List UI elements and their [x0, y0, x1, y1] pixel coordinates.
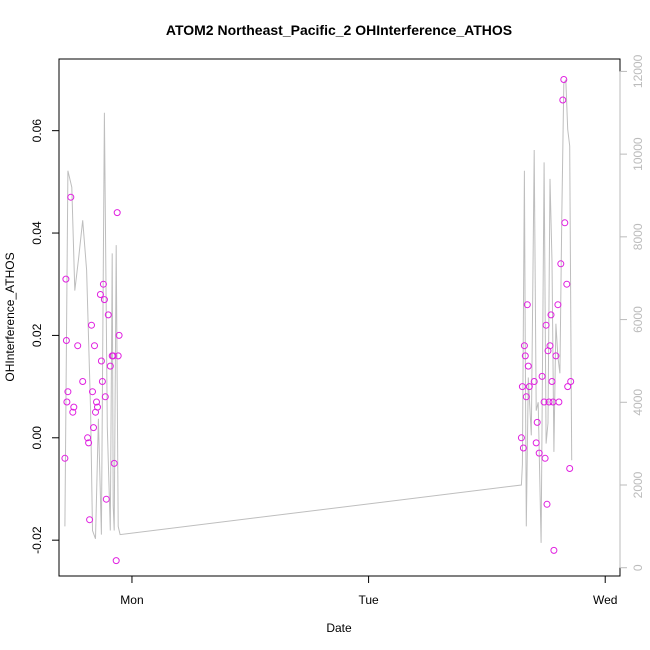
data-point [560, 76, 568, 83]
data-point [524, 362, 532, 370]
data-point [550, 546, 558, 554]
data-point [517, 434, 525, 442]
chart-title: ATOM2 Northeast_Pacific_2 OHInterference… [166, 22, 512, 38]
data-point [115, 331, 123, 339]
data-point [64, 388, 72, 396]
data-point [557, 260, 565, 268]
data-point [61, 454, 69, 462]
data-point [70, 403, 78, 411]
right-tick-label: 8000 [631, 223, 645, 250]
data-point [98, 378, 106, 385]
data-point [86, 516, 94, 524]
y-axis-label: OHInterference_ATHOS [3, 252, 17, 381]
bottom-tick-label: Tue [358, 593, 379, 607]
data-point [541, 454, 549, 462]
data-point [88, 321, 95, 329]
data-point [559, 96, 567, 104]
right-tick-label: 10000 [631, 137, 645, 171]
data-point [525, 383, 533, 391]
data-point [535, 449, 543, 457]
data-point [74, 342, 82, 350]
data-point [521, 352, 529, 360]
data-point [62, 337, 70, 344]
data-point [567, 378, 575, 385]
data-point [96, 291, 104, 298]
data-point [555, 398, 563, 406]
data-point [101, 393, 109, 401]
right-tick-label: 0 [631, 564, 645, 571]
secondary-series-line [64, 79, 573, 543]
data-point [112, 557, 120, 565]
data-point [109, 352, 117, 360]
data-point [520, 342, 528, 350]
data-point [104, 311, 112, 319]
bottom-tick-label: Mon [120, 593, 143, 607]
data-point [91, 342, 98, 350]
data-point [538, 372, 546, 380]
right-tick-label: 12000 [631, 54, 645, 88]
left-tick-label: 0.00 [30, 426, 44, 450]
left-tick-label: 0.06 [30, 119, 44, 143]
bottom-tick-label: Wed [593, 593, 617, 607]
data-point [530, 378, 538, 385]
data-point [100, 296, 108, 304]
data-point [79, 378, 87, 385]
data-point [110, 459, 118, 467]
right-tick-label: 2000 [631, 471, 645, 498]
data-point [522, 393, 530, 401]
data-point [90, 424, 97, 432]
data-point [93, 398, 100, 406]
data-point [542, 321, 550, 329]
data-point [564, 383, 572, 391]
data-point [540, 398, 548, 406]
left-tick-label: 0.02 [30, 323, 44, 347]
data-point [552, 352, 560, 360]
data-point [566, 465, 574, 472]
data-point [548, 378, 556, 385]
series-line-path [64, 79, 573, 543]
data-point [62, 275, 70, 283]
x-axis-label: Date [326, 621, 352, 635]
data-point [67, 193, 75, 201]
right-axis: 0 2000 4000 6000 8000 10000 12000 [619, 54, 645, 571]
data-point [106, 362, 114, 370]
data-point [84, 434, 92, 442]
data-point [545, 398, 553, 406]
data-point [518, 383, 526, 391]
data-point [554, 301, 562, 309]
data-point [89, 388, 96, 396]
data-point [561, 219, 569, 227]
data-point [85, 439, 93, 447]
data-point [546, 342, 554, 350]
data-point [519, 444, 527, 452]
data-points [61, 76, 575, 565]
data-point [543, 500, 551, 508]
data-point [547, 311, 555, 319]
data-point [114, 352, 122, 360]
data-point [97, 357, 105, 365]
data-point [563, 280, 571, 288]
left-tick-label: 0.04 [30, 221, 44, 245]
data-point [102, 495, 110, 503]
bottom-axis: Mon Tue Wed [120, 575, 617, 607]
data-point [94, 403, 101, 411]
data-point [113, 209, 121, 217]
data-point [63, 398, 71, 406]
left-tick-label: -0.02 [30, 526, 44, 554]
left-axis: -0.02 0.00 0.02 0.04 0.06 [30, 119, 60, 554]
data-point [532, 439, 540, 447]
data-point [533, 418, 541, 426]
right-tick-label: 4000 [631, 389, 645, 416]
data-point [523, 301, 531, 309]
data-point [69, 408, 77, 416]
data-point [99, 280, 107, 288]
right-tick-label: 6000 [631, 306, 645, 333]
